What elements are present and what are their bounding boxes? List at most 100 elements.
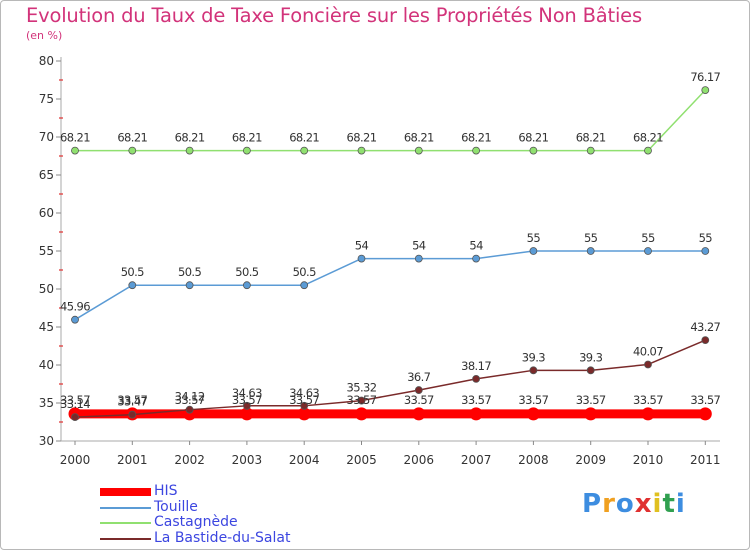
y-tick-label: 30: [39, 434, 54, 448]
logo-letter: r: [602, 489, 616, 519]
data-point: [71, 146, 79, 155]
data-point: [300, 146, 309, 155]
data-label: 40.07: [633, 344, 663, 358]
chart-legend: HIS Touille Castagnède La Bastide-du-Salat: [100, 483, 340, 546]
data-label: 33.57: [347, 393, 377, 407]
data-label: 34.63: [232, 386, 262, 400]
x-tick-label: 2000: [60, 453, 91, 467]
x-tick-label: 2010: [633, 453, 664, 467]
legend-label: La Bastide-du-Salat: [154, 529, 291, 546]
data-label: 68.21: [60, 131, 90, 145]
data-label: 45.96: [60, 300, 90, 314]
data-point: [584, 407, 598, 421]
series-touille: [71, 247, 710, 324]
data-point: [240, 407, 254, 421]
logo-letter: t: [662, 489, 676, 519]
data-label: 55: [699, 231, 713, 245]
data-label: 34.63: [289, 386, 319, 400]
y-tick-label: 80: [39, 54, 54, 68]
data-point: [586, 247, 595, 255]
x-tick-label: 2002: [174, 453, 205, 467]
data-label: 34.12: [175, 390, 205, 404]
data-point: [242, 281, 251, 290]
x-tick-label: 2008: [518, 453, 549, 467]
data-label: 50.5: [121, 265, 144, 279]
y-tick-label: 50: [39, 282, 54, 296]
data-label: 33.57: [576, 393, 606, 407]
data-point: [414, 386, 423, 394]
data-label: 33.57: [518, 393, 548, 407]
data-point: [644, 247, 652, 255]
legend-item: Castagnède: [100, 514, 340, 531]
y-tick-label: 55: [39, 244, 54, 258]
legend-label: Castagnède: [154, 514, 238, 530]
series-line: [74, 250, 707, 321]
data-label: 68.21: [404, 131, 434, 145]
data-point: [644, 360, 652, 369]
data-label: 55: [527, 231, 541, 245]
data-point: [586, 146, 595, 155]
data-label: 33.57: [633, 393, 663, 407]
logo-letter: x: [634, 489, 653, 519]
data-point: [300, 401, 309, 410]
data-label: 33.57: [461, 393, 491, 407]
data-label: 68.21: [117, 131, 147, 145]
data-label: 33.57: [60, 393, 90, 407]
data-label: 68.21: [347, 131, 377, 145]
data-point: [472, 146, 481, 155]
data-label: 50.5: [293, 265, 316, 279]
y-tick-label: 35: [39, 396, 54, 410]
data-label: 33.57: [404, 393, 434, 407]
data-point: [357, 396, 366, 405]
data-point: [357, 146, 366, 155]
data-point: [529, 146, 538, 155]
series-line: [74, 89, 707, 152]
data-point: [185, 146, 194, 155]
data-label: 50.5: [178, 265, 201, 279]
data-point: [414, 254, 423, 263]
data-label: 68.21: [576, 131, 606, 145]
data-point: [586, 366, 595, 375]
legend-label: Touille: [154, 498, 198, 515]
y-axis-unit-label: (en %): [26, 29, 63, 42]
data-point: [701, 247, 710, 255]
data-point: [300, 281, 309, 290]
data-point: [641, 407, 655, 421]
data-point: [242, 401, 251, 410]
chart-title: Evolution du Taux de Taxe Foncière sur l…: [26, 4, 642, 27]
logo-letter: i: [675, 489, 686, 519]
data-point: [529, 247, 538, 255]
x-tick-label: 2001: [117, 453, 148, 467]
data-label: 35.32: [347, 381, 377, 395]
data-label: 36.7: [407, 370, 430, 384]
data-label: 68.21: [633, 131, 663, 145]
data-label: 68.21: [461, 131, 491, 145]
x-tick-label: 2005: [346, 453, 377, 467]
x-tick-label: 2011: [690, 453, 721, 467]
data-label: 38.17: [461, 359, 491, 373]
series-castagn-de: [71, 86, 710, 155]
logo-letter: i: [652, 489, 663, 519]
data-label: 39.3: [579, 350, 602, 364]
data-point: [297, 407, 311, 421]
data-point: [71, 413, 79, 422]
legend-swatch: [100, 488, 151, 496]
x-tick-label: 2004: [289, 453, 320, 467]
data-label: 33.57: [289, 393, 319, 407]
data-point: [698, 407, 712, 421]
series-la-bastide-du-salat: [71, 336, 710, 422]
y-tick-label: 40: [39, 358, 54, 372]
x-tick-label: 2003: [232, 453, 263, 467]
data-point: [128, 146, 137, 155]
data-point: [472, 375, 481, 383]
x-tick-label: 2006: [404, 453, 435, 467]
data-label: 68.21: [232, 131, 262, 145]
y-tick-label: 75: [39, 92, 54, 106]
data-label: 54: [469, 239, 483, 253]
legend-item: Touille: [100, 498, 340, 516]
data-label: 68.21: [518, 131, 548, 145]
data-label: 54: [355, 239, 369, 253]
y-tick-label: 60: [39, 206, 54, 220]
legend-swatch: [100, 506, 151, 509]
